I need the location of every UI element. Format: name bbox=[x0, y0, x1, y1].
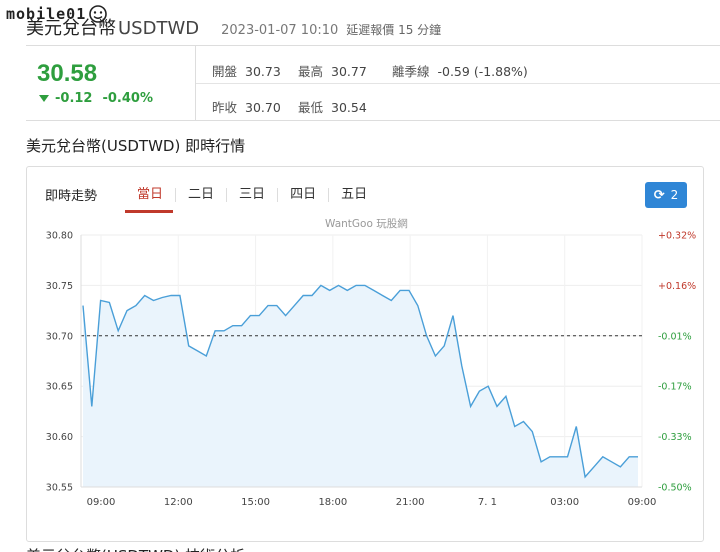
x-tick-label: 03:00 bbox=[550, 497, 579, 508]
y-tick-label: 30.70 bbox=[46, 331, 73, 342]
active-tab-indicator bbox=[125, 210, 173, 213]
intraday-chart: 30.80 +0.32% 30.75 +0.16% 30.70 -0.01% 30.65 -0… bbox=[46, 231, 696, 509]
stat-low-value: 30.54 bbox=[331, 100, 367, 115]
last-price: 30.58 bbox=[37, 60, 98, 87]
chart-watermark: WantGoo 玩股網 bbox=[325, 218, 408, 230]
y2-tick-label: +0.32% bbox=[658, 231, 696, 242]
section-title-realtime: 美元兌台幣(USDTWD) 即時行情 bbox=[26, 137, 246, 155]
y2-tick-label: -0.33% bbox=[658, 432, 692, 443]
tab-3day[interactable]: 三日 bbox=[227, 187, 279, 202]
stat-high: 最高 30.77 bbox=[298, 61, 367, 80]
chart-panel: 即時走勢 當日 二日 三日 四日 五日 ⟳ 2 WantGoo 玩股網 30.8… bbox=[26, 166, 704, 542]
delay-note: 延遲報價 15 分鐘 bbox=[346, 23, 442, 37]
stat-high-label: 最高 bbox=[298, 64, 324, 79]
change-percent: -0.40% bbox=[102, 91, 153, 106]
stat-low-label: 最低 bbox=[298, 100, 324, 115]
refresh-icon: ⟳ bbox=[653, 187, 665, 203]
tab-4day[interactable]: 四日 bbox=[278, 187, 330, 202]
x-tick-label: 12:00 bbox=[164, 497, 193, 508]
tab-2day[interactable]: 二日 bbox=[176, 187, 228, 202]
y2-tick-label: -0.17% bbox=[658, 382, 692, 393]
price-cell: 30.58 -0.12 -0.40% bbox=[26, 46, 196, 120]
y-tick-label: 30.65 bbox=[46, 382, 73, 393]
stat-open-label: 開盤 bbox=[212, 64, 238, 79]
stat-prev-close: 昨收 30.70 bbox=[212, 97, 281, 116]
y-tick-label: 30.60 bbox=[46, 432, 73, 443]
stat-season-line-value: -0.59 (-1.88%) bbox=[437, 64, 528, 79]
y-tick-label: 30.80 bbox=[46, 231, 73, 242]
price-line bbox=[82, 284, 638, 479]
site-logo[interactable]: mobile01 bbox=[6, 4, 108, 24]
quote-datetime: 2023-01-07 10:10 bbox=[221, 23, 339, 38]
quote-header: 美元兌台幣 USDTWD 2023-01-07 10:10 延遲報價 15 分鐘 bbox=[26, 14, 441, 40]
stat-low: 最低 30.54 bbox=[298, 97, 367, 116]
y-tick-label: 30.55 bbox=[46, 483, 73, 494]
chart-heading: 即時走勢 bbox=[45, 189, 98, 204]
stat-prev-close-value: 30.70 bbox=[245, 100, 281, 115]
x-tick-label: 7. 1 bbox=[478, 497, 497, 508]
stat-high-value: 30.77 bbox=[331, 64, 367, 79]
instrument-name: 美元兌台幣 bbox=[26, 18, 116, 39]
y2-tick-label: -0.01% bbox=[658, 331, 692, 342]
refresh-count: 2 bbox=[670, 188, 679, 202]
y2-tick-label: -0.50% bbox=[658, 483, 692, 494]
stat-open-value: 30.73 bbox=[245, 64, 281, 79]
x-tick-label: 09:00 bbox=[87, 497, 116, 508]
refresh-button[interactable]: ⟳ 2 bbox=[645, 182, 687, 208]
x-tick-label: 21:00 bbox=[396, 497, 425, 508]
stat-season-line-label: 離季線 bbox=[392, 64, 430, 79]
tab-1day[interactable]: 當日 bbox=[125, 187, 177, 202]
x-tick-label: 09:00 bbox=[628, 497, 657, 508]
down-arrow-icon bbox=[39, 95, 49, 102]
y-tick-label: 30.75 bbox=[46, 281, 73, 292]
price-change: -0.12 -0.40% bbox=[39, 91, 153, 106]
y2-tick-label: +0.16% bbox=[658, 281, 696, 292]
chart-tabs: 即時走勢 當日 二日 三日 四日 五日 bbox=[45, 185, 379, 204]
logo-mascot-icon bbox=[89, 5, 108, 23]
logo-text: mobile01 bbox=[6, 5, 87, 23]
x-tick-label: 15:00 bbox=[241, 497, 270, 508]
tab-5day[interactable]: 五日 bbox=[341, 186, 368, 202]
stats-divider bbox=[196, 83, 720, 84]
x-tick-label: 18:00 bbox=[318, 497, 347, 508]
stat-season-line: 離季線 -0.59 (-1.88%) bbox=[392, 61, 528, 80]
section-title-technical: 美元兌台幣(USDTWD) 技術分析 bbox=[26, 545, 245, 552]
stat-open: 開盤 30.73 bbox=[212, 61, 281, 80]
change-value: -0.12 bbox=[55, 91, 93, 106]
instrument-symbol: USDTWD bbox=[118, 18, 200, 39]
stat-prev-close-label: 昨收 bbox=[212, 100, 238, 115]
quote-summary: 30.58 -0.12 -0.40% 開盤 30.73 最高 30.77 離季線… bbox=[26, 45, 720, 121]
